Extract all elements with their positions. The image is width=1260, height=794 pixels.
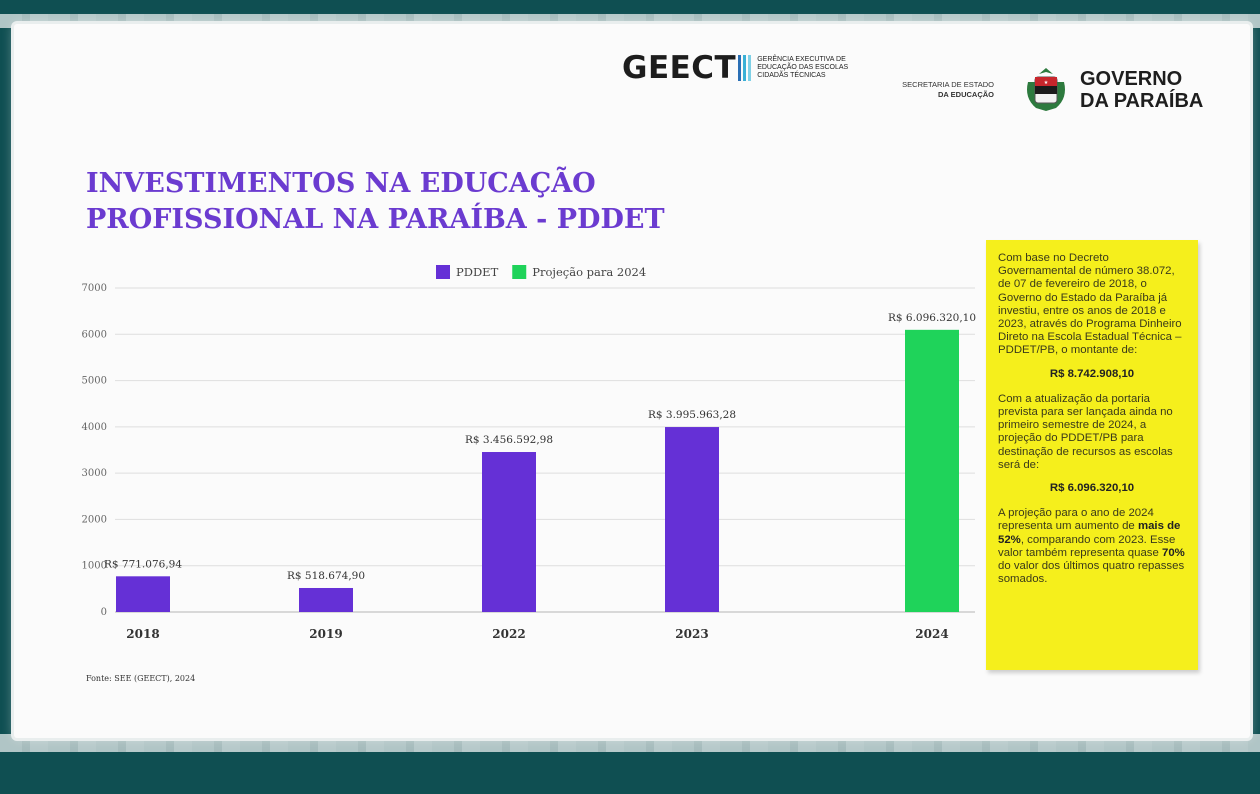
info-paragraph-3: A projeção para o ano de 2024 representa… <box>998 507 1186 586</box>
info-p3-text-a: A projeção para o ano de 2024 representa… <box>998 507 1154 533</box>
governo-line1: GOVERNO <box>1080 68 1183 90</box>
data-label: R$ 518.674,90 <box>287 570 365 582</box>
bar <box>482 452 536 612</box>
y-tick-label: 7000 <box>82 283 107 294</box>
data-label: R$ 3.995.963,28 <box>648 409 736 421</box>
secretaria-educacao-logo: SECRETARIA DE ESTADO DA EDUCAÇÃO <box>896 80 994 100</box>
info-paragraph-2: Com a atualização da portaria prevista p… <box>998 392 1173 471</box>
data-label: R$ 3.456.592,98 <box>465 434 553 446</box>
x-tick-label: 2023 <box>675 627 708 641</box>
governo-paraiba-logo: GOVERNO DA PARAÍBA <box>1080 68 1203 112</box>
info-p3-highlight-70: 70% <box>1162 546 1185 559</box>
legend-swatch <box>436 265 450 279</box>
geect-logo: GEECT GERÊNCIA EXECUTIVA DE EDUCAÇÃO DAS… <box>622 50 867 86</box>
page-title-line1: INVESTIMENTOS NA EDUCAÇÃO <box>86 168 596 199</box>
x-tick-label: 2018 <box>126 627 159 641</box>
legend-label: Projeção para 2024 <box>532 265 646 279</box>
y-tick-label: 0 <box>101 607 107 618</box>
info-paragraph-1: Com base no Decreto Governamental de núm… <box>998 252 1182 357</box>
secretaria-line2: DA EDUCAÇÃO <box>938 90 994 99</box>
bar-chart: 0 1000 2000 3000 4000 5000 6000 7000 PDDET Projeç… <box>82 265 976 641</box>
geect-subtitle: GERÊNCIA EXECUTIVA DE EDUCAÇÃO DAS ESCOL… <box>757 56 849 79</box>
info-p3-highlight-52: mais de 52% <box>998 520 1181 546</box>
secretaria-line1: SECRETARIA DE ESTADO <box>902 80 994 89</box>
legend-swatch <box>512 265 527 279</box>
info-p3-text-c: , comparando com 2023. Esse valor também… <box>998 533 1176 559</box>
info-amount-invested: R$ 8.742.908,10 <box>1049 367 1135 380</box>
x-tick-label: 2022 <box>492 627 525 641</box>
svg-text:★: ★ <box>1044 80 1049 86</box>
legend-label: PDDET <box>456 265 499 279</box>
page-title: INVESTIMENTOS NA EDUCAÇÃO PROFISSIONAL N… <box>86 166 726 238</box>
data-label: R$ 6.096.320,10 <box>888 312 976 324</box>
geect-bars-icon <box>738 55 752 81</box>
info-p3-text-e: do valor dos últimos quatro repasses som… <box>998 560 1185 586</box>
bar <box>905 329 959 612</box>
frame-bottom-edge <box>0 734 1260 752</box>
governo-line2: DA PARAÍBA <box>1080 90 1204 112</box>
bar <box>665 427 719 612</box>
x-tick-label: 2024 <box>915 627 948 641</box>
info-box: Com base no Decreto Governamental de núm… <box>986 240 1198 670</box>
data-label: R$ 771.076,94 <box>104 558 182 570</box>
y-tick-label: 4000 <box>82 422 107 433</box>
y-tick-label: 2000 <box>82 514 107 525</box>
y-tick-label: 1000 <box>82 561 107 572</box>
y-tick-label: 3000 <box>82 468 107 479</box>
y-tick-label: 5000 <box>82 376 107 387</box>
chart-source-note: Fonte: SEE (GEECT), 2024 <box>86 674 196 683</box>
x-tick-label: 2019 <box>309 627 342 641</box>
bar <box>299 587 353 612</box>
bar <box>116 576 170 612</box>
page-title-line2: PROFISSIONAL NA PARAÍBA - PDDET <box>86 204 665 235</box>
y-tick-label: 6000 <box>82 329 107 340</box>
info-amount-projection: R$ 6.096.320,10 <box>1049 482 1135 495</box>
geect-wordmark: GEECT <box>622 50 737 86</box>
paraiba-seal-icon: ★ <box>1027 68 1065 111</box>
